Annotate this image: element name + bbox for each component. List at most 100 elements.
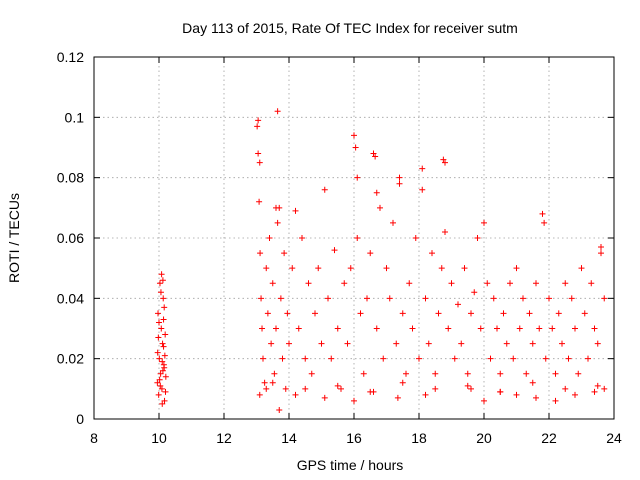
data-point	[370, 150, 377, 157]
x-tick-label: 10	[151, 430, 167, 446]
data-point	[455, 301, 461, 308]
data-point	[386, 295, 393, 302]
data-point	[429, 250, 435, 257]
data-point	[156, 280, 163, 287]
data-point	[357, 310, 364, 317]
data-point	[360, 370, 367, 377]
data-point	[156, 376, 163, 383]
data-point	[594, 340, 601, 347]
x-tick-label: 24	[606, 430, 622, 446]
data-point	[562, 280, 569, 287]
data-point	[396, 174, 403, 181]
data-point	[552, 370, 559, 377]
data-point	[157, 382, 164, 389]
y-axis-label: ROTI / TECUs	[6, 193, 22, 283]
data-point	[254, 123, 261, 130]
data-point	[575, 370, 582, 377]
data-point	[282, 385, 289, 392]
data-point	[380, 355, 387, 362]
data-point	[541, 219, 548, 226]
data-point	[156, 355, 163, 362]
data-point	[487, 355, 494, 362]
data-point	[279, 355, 286, 362]
data-point	[354, 235, 361, 241]
data-point	[268, 340, 275, 347]
data-point	[321, 186, 328, 193]
data-point	[377, 204, 383, 211]
data-point	[325, 295, 331, 302]
data-point	[572, 391, 578, 398]
data-point	[338, 385, 344, 392]
data-point	[448, 280, 455, 287]
data-point	[468, 385, 474, 392]
data-point	[274, 219, 281, 226]
data-point	[367, 388, 374, 395]
data-point	[289, 265, 296, 272]
data-point	[555, 310, 562, 317]
data-point	[399, 310, 406, 317]
data-point	[328, 355, 335, 362]
data-point	[403, 370, 409, 377]
data-point	[364, 295, 370, 302]
data-point	[497, 388, 504, 395]
data-point	[451, 355, 458, 362]
y-tick-label: 0.08	[57, 170, 84, 186]
x-tick-label: 18	[411, 430, 427, 446]
data-point	[464, 370, 471, 377]
chart-title: Day 113 of 2015, Rate Of TEC Index for r…	[182, 20, 518, 36]
data-point	[373, 325, 380, 332]
data-point	[409, 325, 416, 332]
data-point	[438, 265, 445, 272]
data-point	[503, 340, 510, 347]
data-point	[158, 325, 165, 332]
data-point	[406, 280, 413, 287]
data-point	[334, 382, 341, 389]
data-point	[277, 295, 284, 302]
data-point	[578, 265, 585, 272]
data-point	[257, 250, 264, 257]
data-point	[419, 186, 426, 193]
data-point	[533, 394, 539, 401]
data-point	[263, 265, 270, 272]
data-point	[372, 153, 379, 160]
data-point	[274, 108, 281, 115]
data-point	[477, 325, 484, 332]
data-point	[533, 280, 539, 287]
data-point	[352, 144, 359, 151]
data-point	[160, 343, 167, 350]
data-point	[552, 397, 559, 404]
data-point	[481, 397, 487, 404]
data-point	[510, 355, 517, 362]
data-point	[286, 340, 292, 347]
data-point	[568, 295, 575, 302]
data-point	[281, 250, 288, 257]
data-point	[315, 265, 322, 272]
data-point	[594, 382, 601, 389]
data-point	[481, 219, 487, 226]
data-point	[419, 165, 426, 172]
data-point	[513, 265, 520, 272]
data-points	[154, 108, 608, 413]
data-point	[598, 250, 604, 257]
data-point	[256, 391, 263, 398]
data-point	[255, 150, 262, 157]
data-point	[156, 319, 162, 326]
data-point	[393, 340, 400, 347]
data-point	[458, 340, 465, 347]
data-point	[539, 210, 546, 217]
data-point	[354, 174, 361, 181]
data-point	[255, 117, 262, 124]
data-point	[261, 379, 268, 386]
data-point	[416, 355, 422, 362]
data-point	[159, 400, 166, 407]
data-point	[542, 355, 549, 362]
data-point	[299, 235, 305, 241]
data-point	[347, 265, 354, 272]
data-point	[292, 207, 299, 214]
data-point	[159, 358, 166, 365]
x-tick-label: 12	[216, 430, 232, 446]
data-point	[157, 289, 164, 296]
data-point	[445, 325, 452, 332]
data-point	[331, 247, 338, 254]
data-point	[432, 385, 439, 392]
